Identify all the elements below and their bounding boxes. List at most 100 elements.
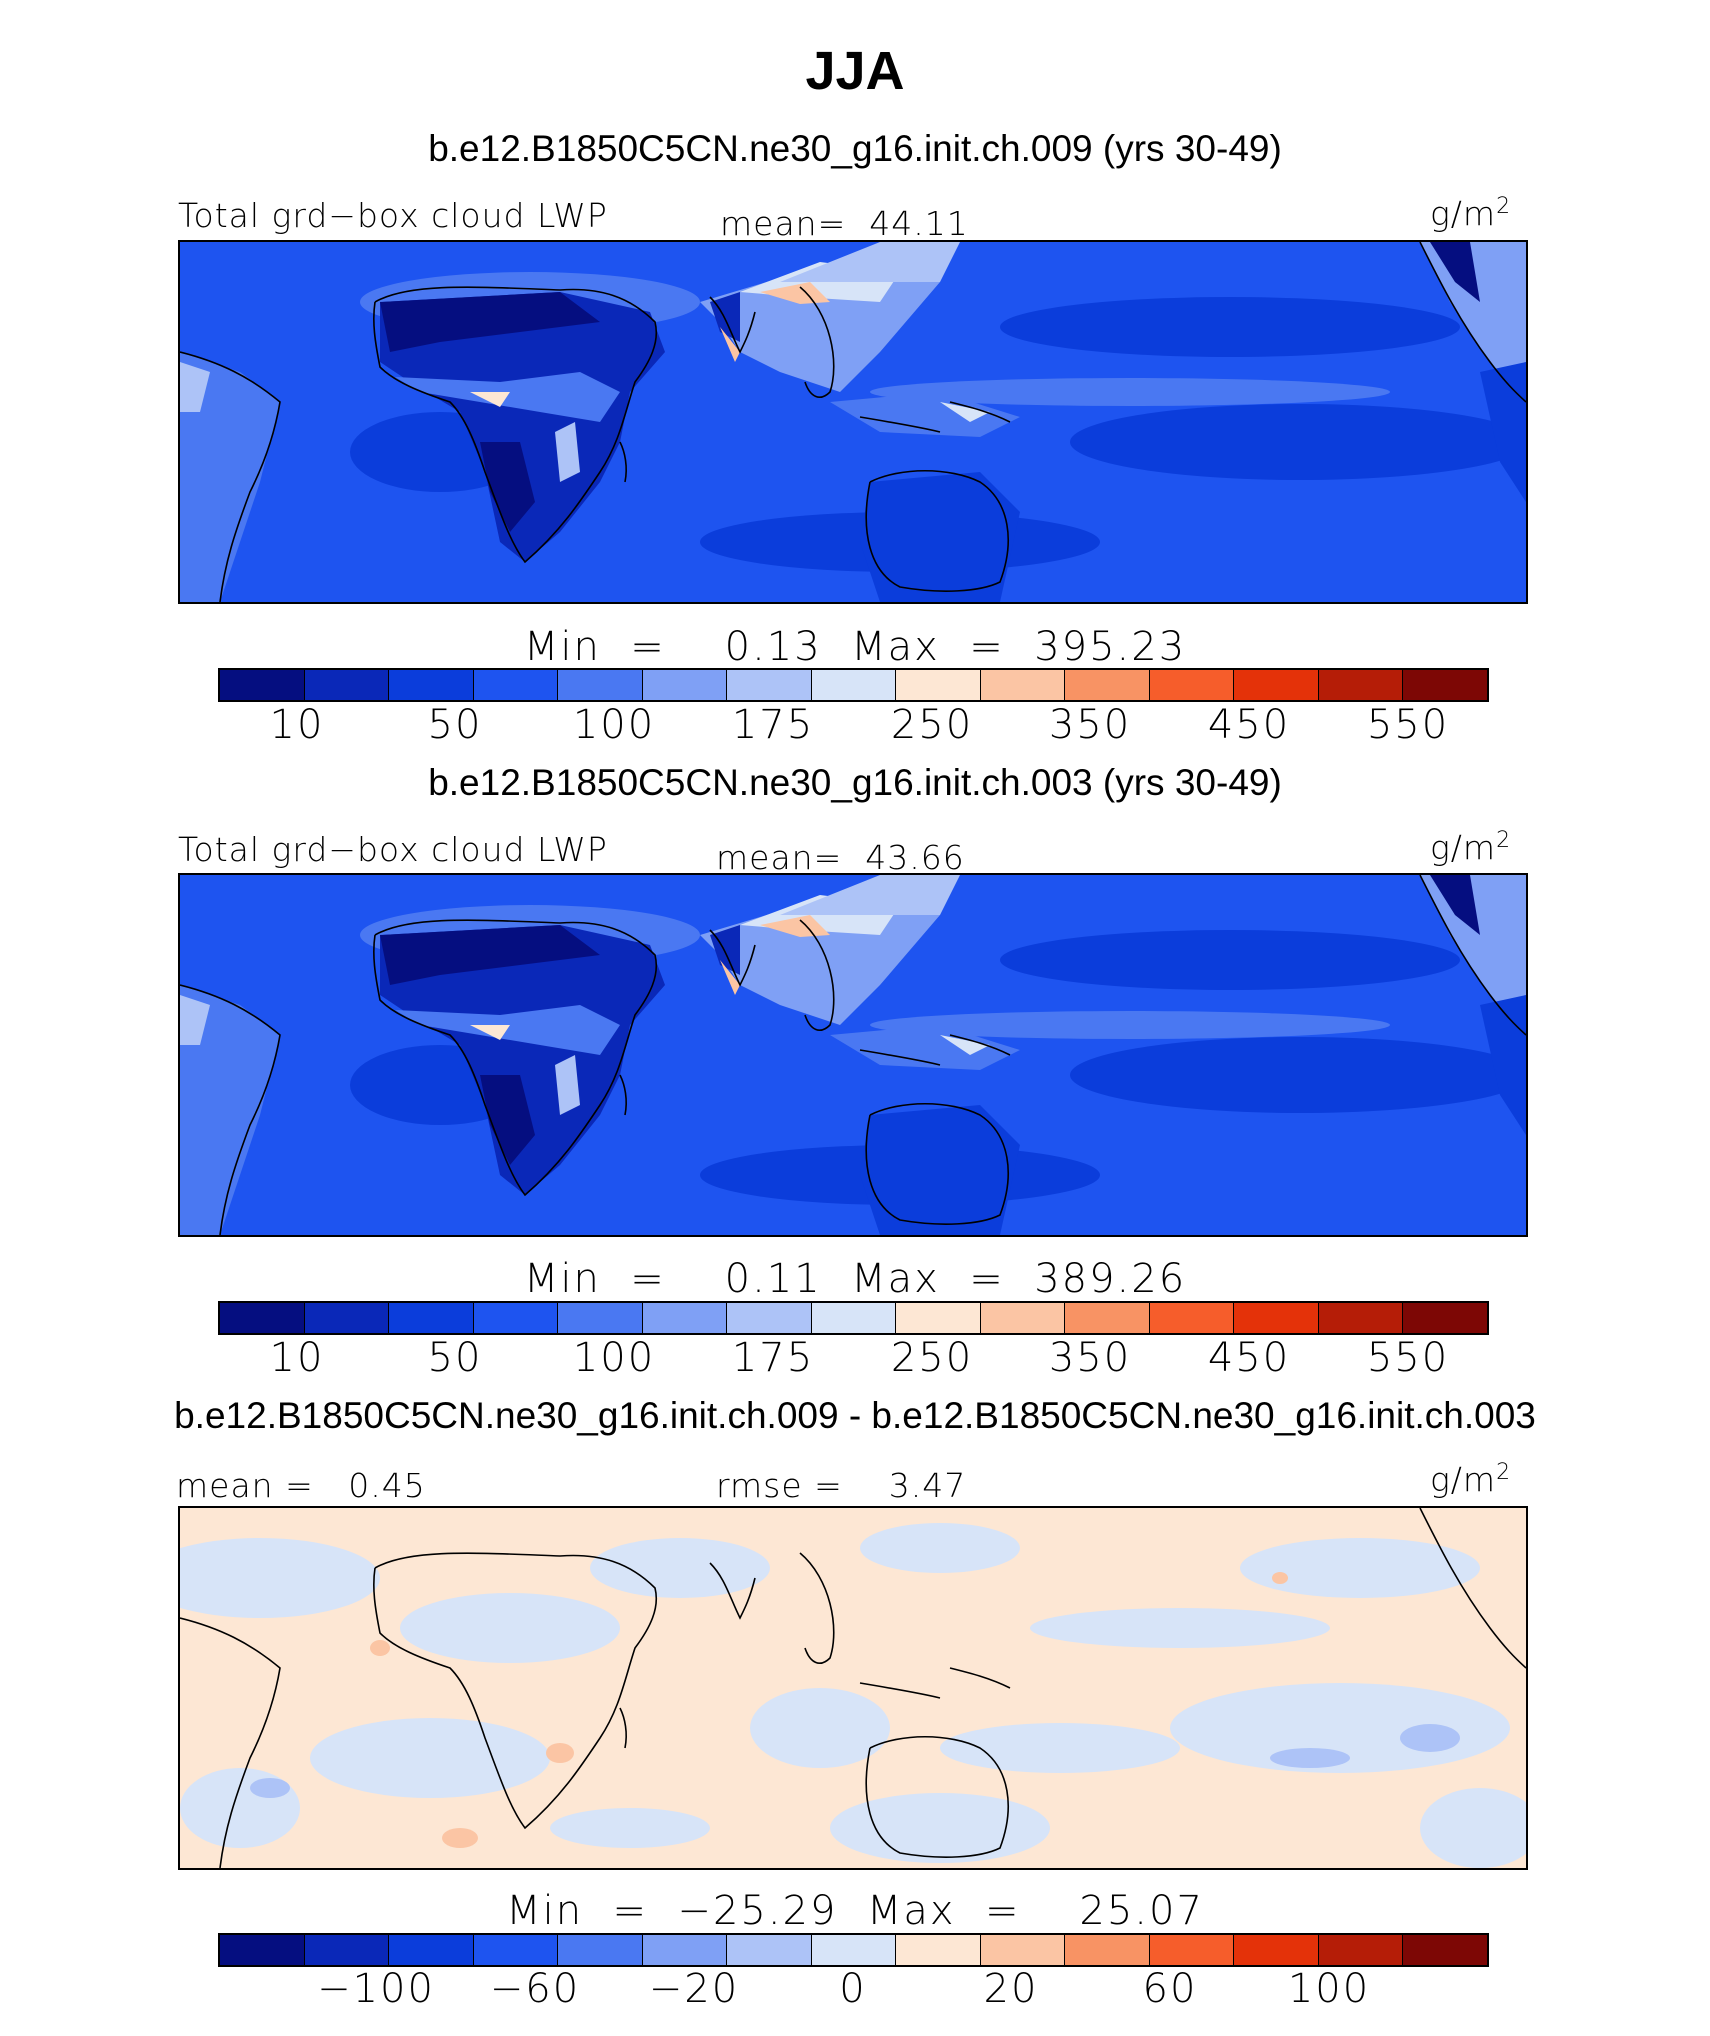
panel3-tick: −100 <box>317 1966 435 2012</box>
panel3-min-value: −25.29 <box>677 1888 838 1934</box>
panel2-tick: 350 <box>1048 1335 1132 1381</box>
colorbar-swatch <box>558 1303 643 1333</box>
colorbar-swatch <box>1234 1935 1319 1965</box>
panel2-colorbar <box>218 1301 1489 1335</box>
panel3-min-label: Min <box>506 1888 584 1934</box>
panel2-units-exp: 2 <box>1496 828 1512 853</box>
panel1-tick: 450 <box>1207 702 1291 748</box>
panel1-minmax: Min = 0.13 Max = 395.23 <box>523 624 1187 670</box>
panel3-units-base: g/m <box>1430 1460 1497 1499</box>
panel1-tick: 550 <box>1366 702 1450 748</box>
panel1-min-value: 0.13 <box>724 624 822 670</box>
colorbar-swatch <box>811 1935 897 1965</box>
figure-title: JJA <box>805 41 905 101</box>
panel1-map <box>178 240 1528 604</box>
colorbar-swatch <box>473 1935 559 1965</box>
panel2-tick: 175 <box>731 1335 815 1381</box>
colorbar-swatch <box>980 1935 1066 1965</box>
panel2-mean-stat: mean= 43.66 <box>716 838 965 877</box>
panel3-max-label: Max <box>866 1888 956 1934</box>
panel1-tick: 175 <box>731 702 815 748</box>
colorbar-swatch <box>1149 1935 1235 1965</box>
panel2-max-label: Max <box>851 1256 940 1302</box>
panel2-mean-label: mean= <box>716 838 843 877</box>
panel2-minmax: Min = 0.11 Max = 389.26 <box>523 1256 1187 1302</box>
panel2-mean-value: 43.66 <box>865 838 965 877</box>
panel1-tick: 50 <box>427 702 483 748</box>
panel3-rmse-label: rmse = <box>716 1466 843 1505</box>
colorbar-swatch <box>811 670 897 700</box>
colorbar-swatch <box>220 1303 305 1333</box>
panel1-max-value: 395.23 <box>1034 624 1187 670</box>
panel1-mean-label: mean= <box>720 204 847 243</box>
colorbar-swatch <box>642 1935 728 1965</box>
panel2-min-label: Min <box>523 1256 601 1302</box>
panel1-case-title: b.e12.B1850C5CN.ne30_g16.init.ch.009 (yr… <box>428 128 1282 169</box>
colorbar-swatch <box>1403 1303 1487 1333</box>
panel1-min-label: Min <box>523 624 601 670</box>
panel1-variable-label: Total grd−box cloud LWP <box>178 196 608 235</box>
panel1-colorbar <box>218 668 1489 702</box>
panel2-units: g/m2 <box>1430 828 1511 867</box>
panel3-tick: −20 <box>648 1966 740 2012</box>
colorbar-swatch <box>389 1303 474 1333</box>
colorbar-swatch <box>1234 670 1319 700</box>
colorbar-swatch <box>896 670 981 700</box>
colorbar-swatch <box>1318 1935 1404 1965</box>
panel2-map-canvas <box>180 875 1526 1235</box>
panel3-mean-label: mean = <box>176 1466 314 1505</box>
colorbar-swatch <box>1149 670 1235 700</box>
panel2-tick: 450 <box>1207 1335 1291 1381</box>
panel1-units-base: g/m <box>1430 194 1497 233</box>
panel3-rmse-stat: rmse = 3.47 <box>716 1466 966 1505</box>
panel3-tick: 20 <box>983 1966 1039 2012</box>
panel3-tick: 0 <box>839 1966 867 2012</box>
panel2-tick: 100 <box>572 1335 656 1381</box>
panel2-map <box>178 873 1528 1237</box>
panel3-units: g/m2 <box>1430 1460 1511 1499</box>
colorbar-swatch <box>1149 1303 1235 1333</box>
panel1-tick: 250 <box>890 702 974 748</box>
panel3-max-value: 25.07 <box>1079 1888 1204 1934</box>
colorbar-swatch <box>1234 1303 1319 1333</box>
panel2-max-value: 389.26 <box>1034 1256 1187 1302</box>
panel3-minmax: Min = −25.29 Max = 25.07 <box>506 1888 1204 1934</box>
colorbar-swatch <box>896 1303 981 1333</box>
panel1-tick: 350 <box>1048 702 1132 748</box>
colorbar-swatch <box>389 1935 474 1965</box>
panel3-mean-value: 0.45 <box>348 1466 426 1505</box>
colorbar-swatch <box>220 670 305 700</box>
panel3-mean-stat: mean = 0.45 <box>176 1466 426 1505</box>
panel3-tick: 100 <box>1287 1966 1371 2012</box>
colorbar-swatch <box>1403 670 1487 700</box>
colorbar-swatch <box>304 670 390 700</box>
colorbar-swatch <box>220 1935 305 1965</box>
colorbar-swatch <box>642 1303 728 1333</box>
colorbar-swatch <box>473 670 559 700</box>
panel2-tick: 250 <box>890 1335 974 1381</box>
panel3-tick: −60 <box>489 1966 581 2012</box>
colorbar-swatch <box>980 670 1066 700</box>
colorbar-swatch <box>642 670 728 700</box>
panel3-map <box>178 1506 1528 1870</box>
panel3-map-canvas <box>180 1508 1526 1868</box>
panel3-case-title: b.e12.B1850C5CN.ne30_g16.init.ch.009 - b… <box>174 1395 1536 1436</box>
colorbar-swatch <box>1318 670 1404 700</box>
panel2-min-value: 0.11 <box>724 1256 822 1302</box>
panel1-units-exp: 2 <box>1496 194 1512 219</box>
panel1-mean-stat: mean= 44.11 <box>720 204 969 243</box>
panel3-colorbar <box>218 1933 1489 1967</box>
panel2-tick: 50 <box>427 1335 483 1381</box>
colorbar-swatch <box>558 1935 643 1965</box>
panel2-tick: 550 <box>1366 1335 1450 1381</box>
colorbar-swatch <box>1318 1303 1404 1333</box>
colorbar-swatch <box>1065 1303 1150 1333</box>
colorbar-swatch <box>811 1303 897 1333</box>
colorbar-swatch <box>1065 1935 1150 1965</box>
panel2-variable-label: Total grd−box cloud LWP <box>178 830 608 869</box>
colorbar-swatch <box>473 1303 559 1333</box>
panel2-units-base: g/m <box>1430 828 1497 867</box>
colorbar-swatch <box>727 1303 812 1333</box>
panel2-case-title: b.e12.B1850C5CN.ne30_g16.init.ch.003 (yr… <box>428 762 1282 803</box>
colorbar-swatch <box>389 670 474 700</box>
